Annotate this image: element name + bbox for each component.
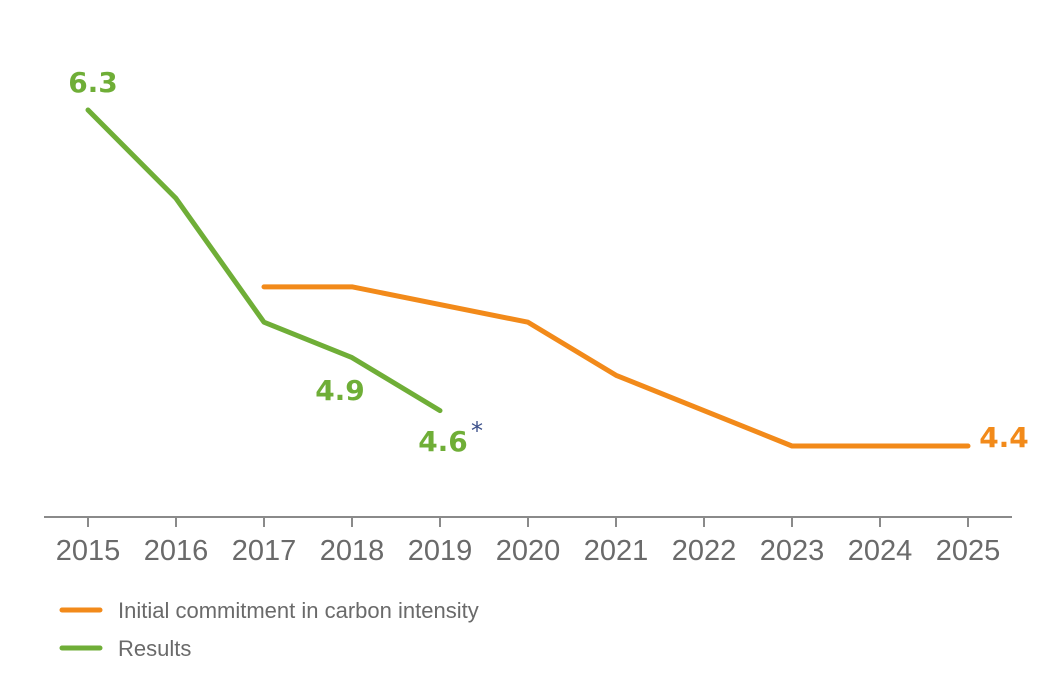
x-tick-label-2018: 2018 [320, 535, 385, 567]
x-tick-label-2024: 2024 [848, 535, 913, 567]
data-label-2019: 4.6 [418, 425, 468, 458]
data-label-2015: 6.3 [68, 66, 118, 99]
legend-label-initial-commitment: Initial commitment in carbon intensity [118, 598, 479, 623]
x-tick-label-2023: 2023 [760, 535, 825, 567]
x-tick-label-2022: 2022 [672, 535, 737, 567]
x-tick-label-2016: 2016 [144, 535, 209, 567]
x-tick-label-2019: 2019 [408, 535, 473, 567]
data-label-footnote-marker: * [471, 417, 483, 445]
x-tick-label-2017: 2017 [232, 535, 297, 567]
series-line-initial-commitment [261, 284, 971, 449]
data-label-2018: 4.9 [315, 374, 365, 407]
series-line-results [85, 107, 443, 414]
x-tick-label-2025: 2025 [936, 535, 1001, 567]
x-tick-label-2015: 2015 [56, 535, 121, 567]
x-tick-label-2021: 2021 [584, 535, 649, 567]
data-label-2025: 4.4 [979, 421, 1029, 454]
legend-label-results: Results [118, 636, 191, 661]
x-tick-label-2020: 2020 [496, 535, 561, 567]
